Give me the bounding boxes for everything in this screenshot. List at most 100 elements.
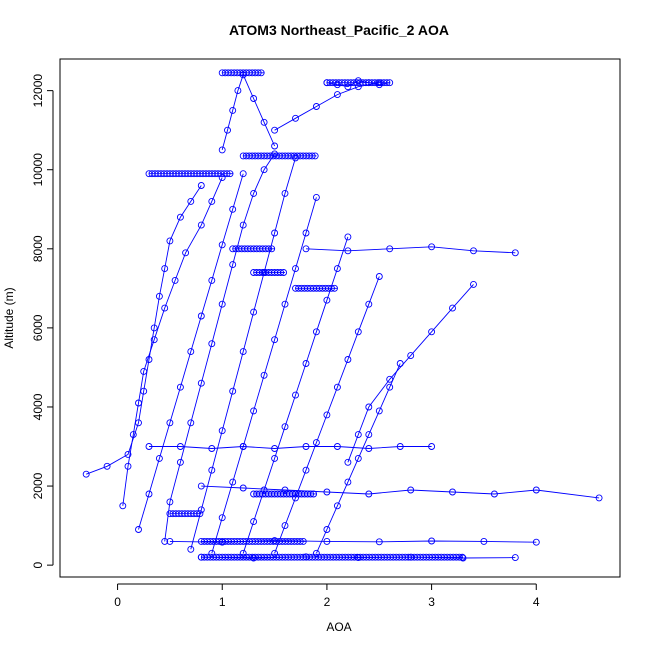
data-point: [197, 182, 205, 189]
series-line: [274, 82, 380, 131]
data-point: [344, 247, 352, 255]
data-point: [218, 174, 226, 182]
data-point: [135, 526, 142, 533]
point-cluster: [197, 537, 307, 545]
data-point: [480, 537, 488, 545]
data-point: [260, 166, 268, 174]
data-point: [302, 466, 310, 474]
x-axis: 0 1 2 3 4: [114, 583, 540, 609]
data-point: [218, 241, 226, 249]
data-point: [386, 383, 394, 391]
data-point: [323, 537, 331, 545]
data-point: [155, 292, 163, 300]
x-tick-label: 4: [533, 595, 540, 609]
point-cluster: [218, 69, 265, 77]
data-point: [280, 269, 288, 276]
data-point: [226, 170, 234, 178]
data-point: [82, 470, 90, 478]
data-point: [428, 328, 436, 336]
data-point: [145, 490, 153, 498]
point-cluster: [323, 79, 391, 87]
series-5: [187, 154, 299, 553]
data-point: [386, 375, 394, 383]
data-point: [470, 280, 477, 288]
data-point: [187, 197, 195, 205]
data-point: [208, 340, 216, 348]
data-point: [250, 407, 258, 415]
data-point: [365, 445, 373, 452]
data-point: [239, 484, 247, 492]
data-point: [229, 106, 237, 114]
data-point: [140, 367, 148, 375]
data-point: [187, 348, 195, 356]
data-point: [197, 312, 205, 320]
data-point: [250, 95, 258, 102]
data-point: [260, 486, 268, 494]
data-point: [176, 383, 184, 391]
data-point: [166, 537, 174, 545]
data-point: [354, 454, 362, 462]
data-point: [271, 142, 279, 150]
data-point: [271, 126, 279, 134]
data-point: [328, 284, 335, 292]
data-point: [271, 549, 279, 557]
series-line: [305, 246, 516, 254]
data-point: [312, 439, 320, 447]
data-point: [166, 498, 174, 506]
data-point: [150, 336, 158, 344]
data-point: [302, 245, 310, 253]
x-tick-label: 2: [324, 595, 331, 609]
data-point: [119, 502, 127, 510]
data-point: [449, 304, 456, 312]
data-point: [239, 348, 247, 356]
data-point: [459, 554, 467, 562]
data-point: [511, 249, 519, 257]
data-point: [124, 462, 132, 470]
data-point: [299, 537, 307, 545]
series-2: [119, 174, 226, 510]
series-10: [344, 280, 477, 466]
data-point: [407, 352, 415, 360]
data-point: [197, 482, 205, 490]
data-point: [254, 69, 262, 77]
y-tick-label: 12000: [31, 74, 45, 108]
data-point: [239, 221, 247, 229]
data-point: [449, 488, 456, 496]
series-3: [135, 170, 247, 533]
data-point: [365, 403, 373, 411]
data-point: [354, 431, 362, 439]
series-4: [161, 150, 279, 545]
y-axis: 0 2000 4000 6000 8000 10000 12000: [31, 74, 54, 568]
series-line: [315, 363, 401, 554]
data-point: [296, 537, 304, 545]
data-point: [218, 300, 226, 308]
series-7: [239, 233, 352, 557]
data-point: [365, 300, 373, 308]
data-point: [292, 114, 299, 122]
data-point: [396, 443, 404, 450]
data-point: [331, 284, 338, 292]
data-point: [271, 150, 279, 158]
series-9: [312, 360, 404, 557]
data-point: [229, 478, 237, 486]
series-1: [82, 182, 205, 478]
data-point: [187, 545, 195, 553]
data-point: [470, 247, 477, 255]
data-point: [265, 245, 273, 253]
data-point: [129, 431, 137, 439]
point-cluster: [145, 170, 234, 178]
data-point: [208, 466, 216, 474]
data-point: [302, 360, 310, 367]
data-point: [344, 233, 352, 241]
data-point: [260, 371, 268, 379]
data-point: [161, 265, 169, 273]
data-point: [208, 549, 216, 557]
data-point: [323, 411, 331, 419]
data-point: [176, 213, 184, 221]
data-point: [135, 399, 142, 407]
data-point: [193, 510, 201, 518]
data-point: [145, 443, 153, 450]
data-point: [308, 152, 316, 160]
data-point: [375, 538, 383, 546]
data-point: [229, 387, 237, 395]
